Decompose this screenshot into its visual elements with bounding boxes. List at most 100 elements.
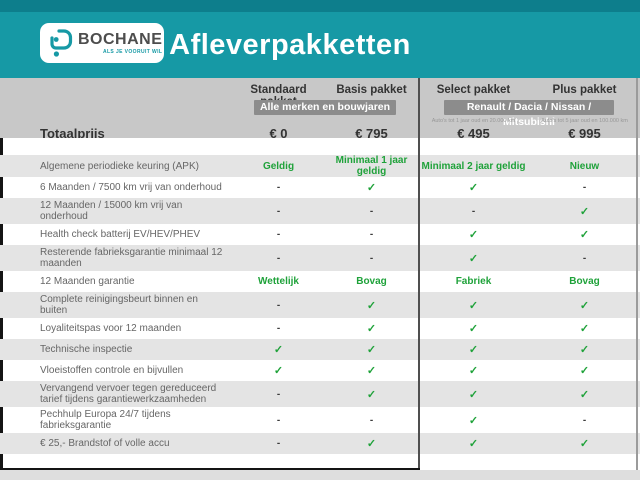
logo-wordmark: BOCHANE xyxy=(78,31,163,48)
top-accent-strip xyxy=(0,0,640,12)
feature-value: ✓ xyxy=(529,228,640,241)
total-price-label: Totaalprijs xyxy=(40,126,105,141)
value-text: Geldig xyxy=(262,160,295,172)
table-row: Vloeistoffen controle en bijvullen ✓ ✓ ✓… xyxy=(0,360,640,381)
dash-mark: - xyxy=(276,252,281,264)
feature-label: Resterende fabrieksgarantie minimaal 12 … xyxy=(40,247,223,269)
table-row: Vervangend vervoer tegen gereduceerd tar… xyxy=(0,381,640,407)
packages-header-band: Standaard pakket Basis pakket Select pak… xyxy=(0,78,640,141)
feature-value: - xyxy=(232,253,325,264)
table-row: Complete reinigingsbeurt binnen en buite… xyxy=(0,292,640,318)
dash-mark: - xyxy=(276,205,281,217)
feature-value: Geldig xyxy=(232,161,325,172)
feature-value: ✓ xyxy=(418,437,529,450)
feature-value: ✓ xyxy=(418,343,529,356)
value-text: Nieuw xyxy=(569,160,600,172)
value-text: Minimaal 2 jaar geldig xyxy=(421,160,526,172)
group-badge-all-brands: Alle merken en bouwjaren xyxy=(254,100,396,115)
feature-value: ✓ xyxy=(418,252,529,265)
feature-label: 12 Maanden / 15000 km vrij van onderhoud xyxy=(40,200,183,222)
check-icon: ✓ xyxy=(366,182,377,194)
dash-mark: - xyxy=(369,252,374,264)
feature-value: ✓ xyxy=(529,322,640,335)
feature-label: € 25,- Brandstof of volle accu xyxy=(40,438,170,449)
feature-value: ✓ xyxy=(529,343,640,356)
dash-mark: - xyxy=(369,414,374,426)
feature-value: Nieuw xyxy=(529,161,640,172)
feature-value: ✓ xyxy=(418,388,529,401)
feature-value: ✓ xyxy=(418,299,529,312)
feature-value: ✓ xyxy=(529,205,640,218)
package-names-row: Standaard pakket Basis pakket Select pak… xyxy=(0,78,640,108)
check-icon: ✓ xyxy=(468,414,479,427)
feature-value: ✓ xyxy=(325,181,418,194)
feature-value: - xyxy=(232,438,325,449)
price-standaard: € 0 xyxy=(269,126,288,141)
feature-value: - xyxy=(232,206,325,217)
check-icon: ✓ xyxy=(579,229,590,241)
table-row: Resterende fabrieksgarantie minimaal 12 … xyxy=(0,245,640,271)
value-text: Wettelijk xyxy=(258,276,299,287)
table-bottom-border xyxy=(0,468,420,470)
footer-strip xyxy=(0,470,640,480)
feature-value: ✓ xyxy=(529,299,640,312)
feature-value: Bovag xyxy=(325,276,418,287)
feature-value: - xyxy=(418,206,529,217)
feature-value: ✓ xyxy=(325,364,418,377)
check-icon: ✓ xyxy=(273,365,284,377)
total-price-row: Totaalprijs € 0 € 795 € 495 € 995 xyxy=(0,126,640,141)
dash-mark: - xyxy=(582,182,587,193)
feature-value: ✓ xyxy=(418,181,529,194)
check-icon: ✓ xyxy=(468,323,479,335)
feature-value: - xyxy=(325,229,418,240)
check-icon: ✓ xyxy=(579,365,590,377)
package-notes-row: Auto's tot 1 jaar oud en 20.000 km Auto'… xyxy=(0,116,640,126)
feature-label: Algemene periodieke keuring (APK) xyxy=(40,160,199,172)
spacer xyxy=(325,116,418,126)
check-icon: ✓ xyxy=(366,438,377,450)
feature-value: ✓ xyxy=(232,364,325,377)
feature-value: Fabriek xyxy=(418,276,529,287)
feature-label: Health check batterij EV/HEV/PHEV xyxy=(40,229,201,240)
package-header-basis: Basis pakket xyxy=(336,84,407,96)
bochane-logo-icon xyxy=(50,29,73,57)
feature-value: ✓ xyxy=(418,322,529,335)
check-icon: ✓ xyxy=(468,365,479,377)
feature-value: - xyxy=(529,415,640,426)
dash-mark: - xyxy=(582,252,587,264)
header-bar: BOCHANE ALS JE VOORUIT WIL Afleverpakket… xyxy=(0,12,640,78)
check-icon: ✓ xyxy=(468,388,479,401)
table-row: Pechhulp Europa 24/7 tijdens fabrieksgar… xyxy=(0,407,640,433)
feature-label: Complete reinigingsbeurt binnen en buite… xyxy=(40,294,198,316)
package-header-plus: Plus pakket xyxy=(552,84,617,96)
bochane-logo: BOCHANE ALS JE VOORUIT WIL xyxy=(40,23,164,63)
feature-value: ✓ xyxy=(325,343,418,356)
table-row: 12 Maanden garantie Wettelijk Bovag Fabr… xyxy=(0,271,640,292)
price-plus: € 995 xyxy=(568,126,601,141)
feature-value: - xyxy=(529,253,640,264)
group-badge-renault-group: Renault / Dacia / Nissan / Mitsubishi xyxy=(444,100,614,128)
feature-value: ✓ xyxy=(418,364,529,377)
feature-value: ✓ xyxy=(529,388,640,401)
check-icon: ✓ xyxy=(468,252,479,265)
feature-value: ✓ xyxy=(325,322,418,335)
feature-label: Pechhulp Europa 24/7 tijdens fabrieksgar… xyxy=(40,409,171,431)
dash-mark: - xyxy=(276,299,281,311)
check-icon: ✓ xyxy=(366,323,377,335)
price-select: € 495 xyxy=(457,126,490,141)
feature-label: Loyaliteitspas voor 12 maanden xyxy=(40,323,182,334)
check-icon: ✓ xyxy=(579,323,590,335)
feature-value: ✓ xyxy=(529,364,640,377)
feature-value: - xyxy=(232,389,325,400)
spacer xyxy=(0,100,232,116)
dash-mark: - xyxy=(276,414,281,426)
feature-value: - xyxy=(232,323,325,334)
table-row: Loyaliteitspas voor 12 maanden - ✓ ✓ ✓ xyxy=(0,318,640,339)
feature-value: Wettelijk xyxy=(232,276,325,287)
group-badges-row: Alle merken en bouwjaren Renault / Dacia… xyxy=(0,100,640,128)
table-row: Health check batterij EV/HEV/PHEV - - ✓ … xyxy=(0,224,640,245)
page-title: Afleverpakketten xyxy=(169,28,411,61)
check-icon: ✓ xyxy=(468,299,479,312)
dash-mark: - xyxy=(276,229,281,240)
check-icon: ✓ xyxy=(579,205,590,218)
